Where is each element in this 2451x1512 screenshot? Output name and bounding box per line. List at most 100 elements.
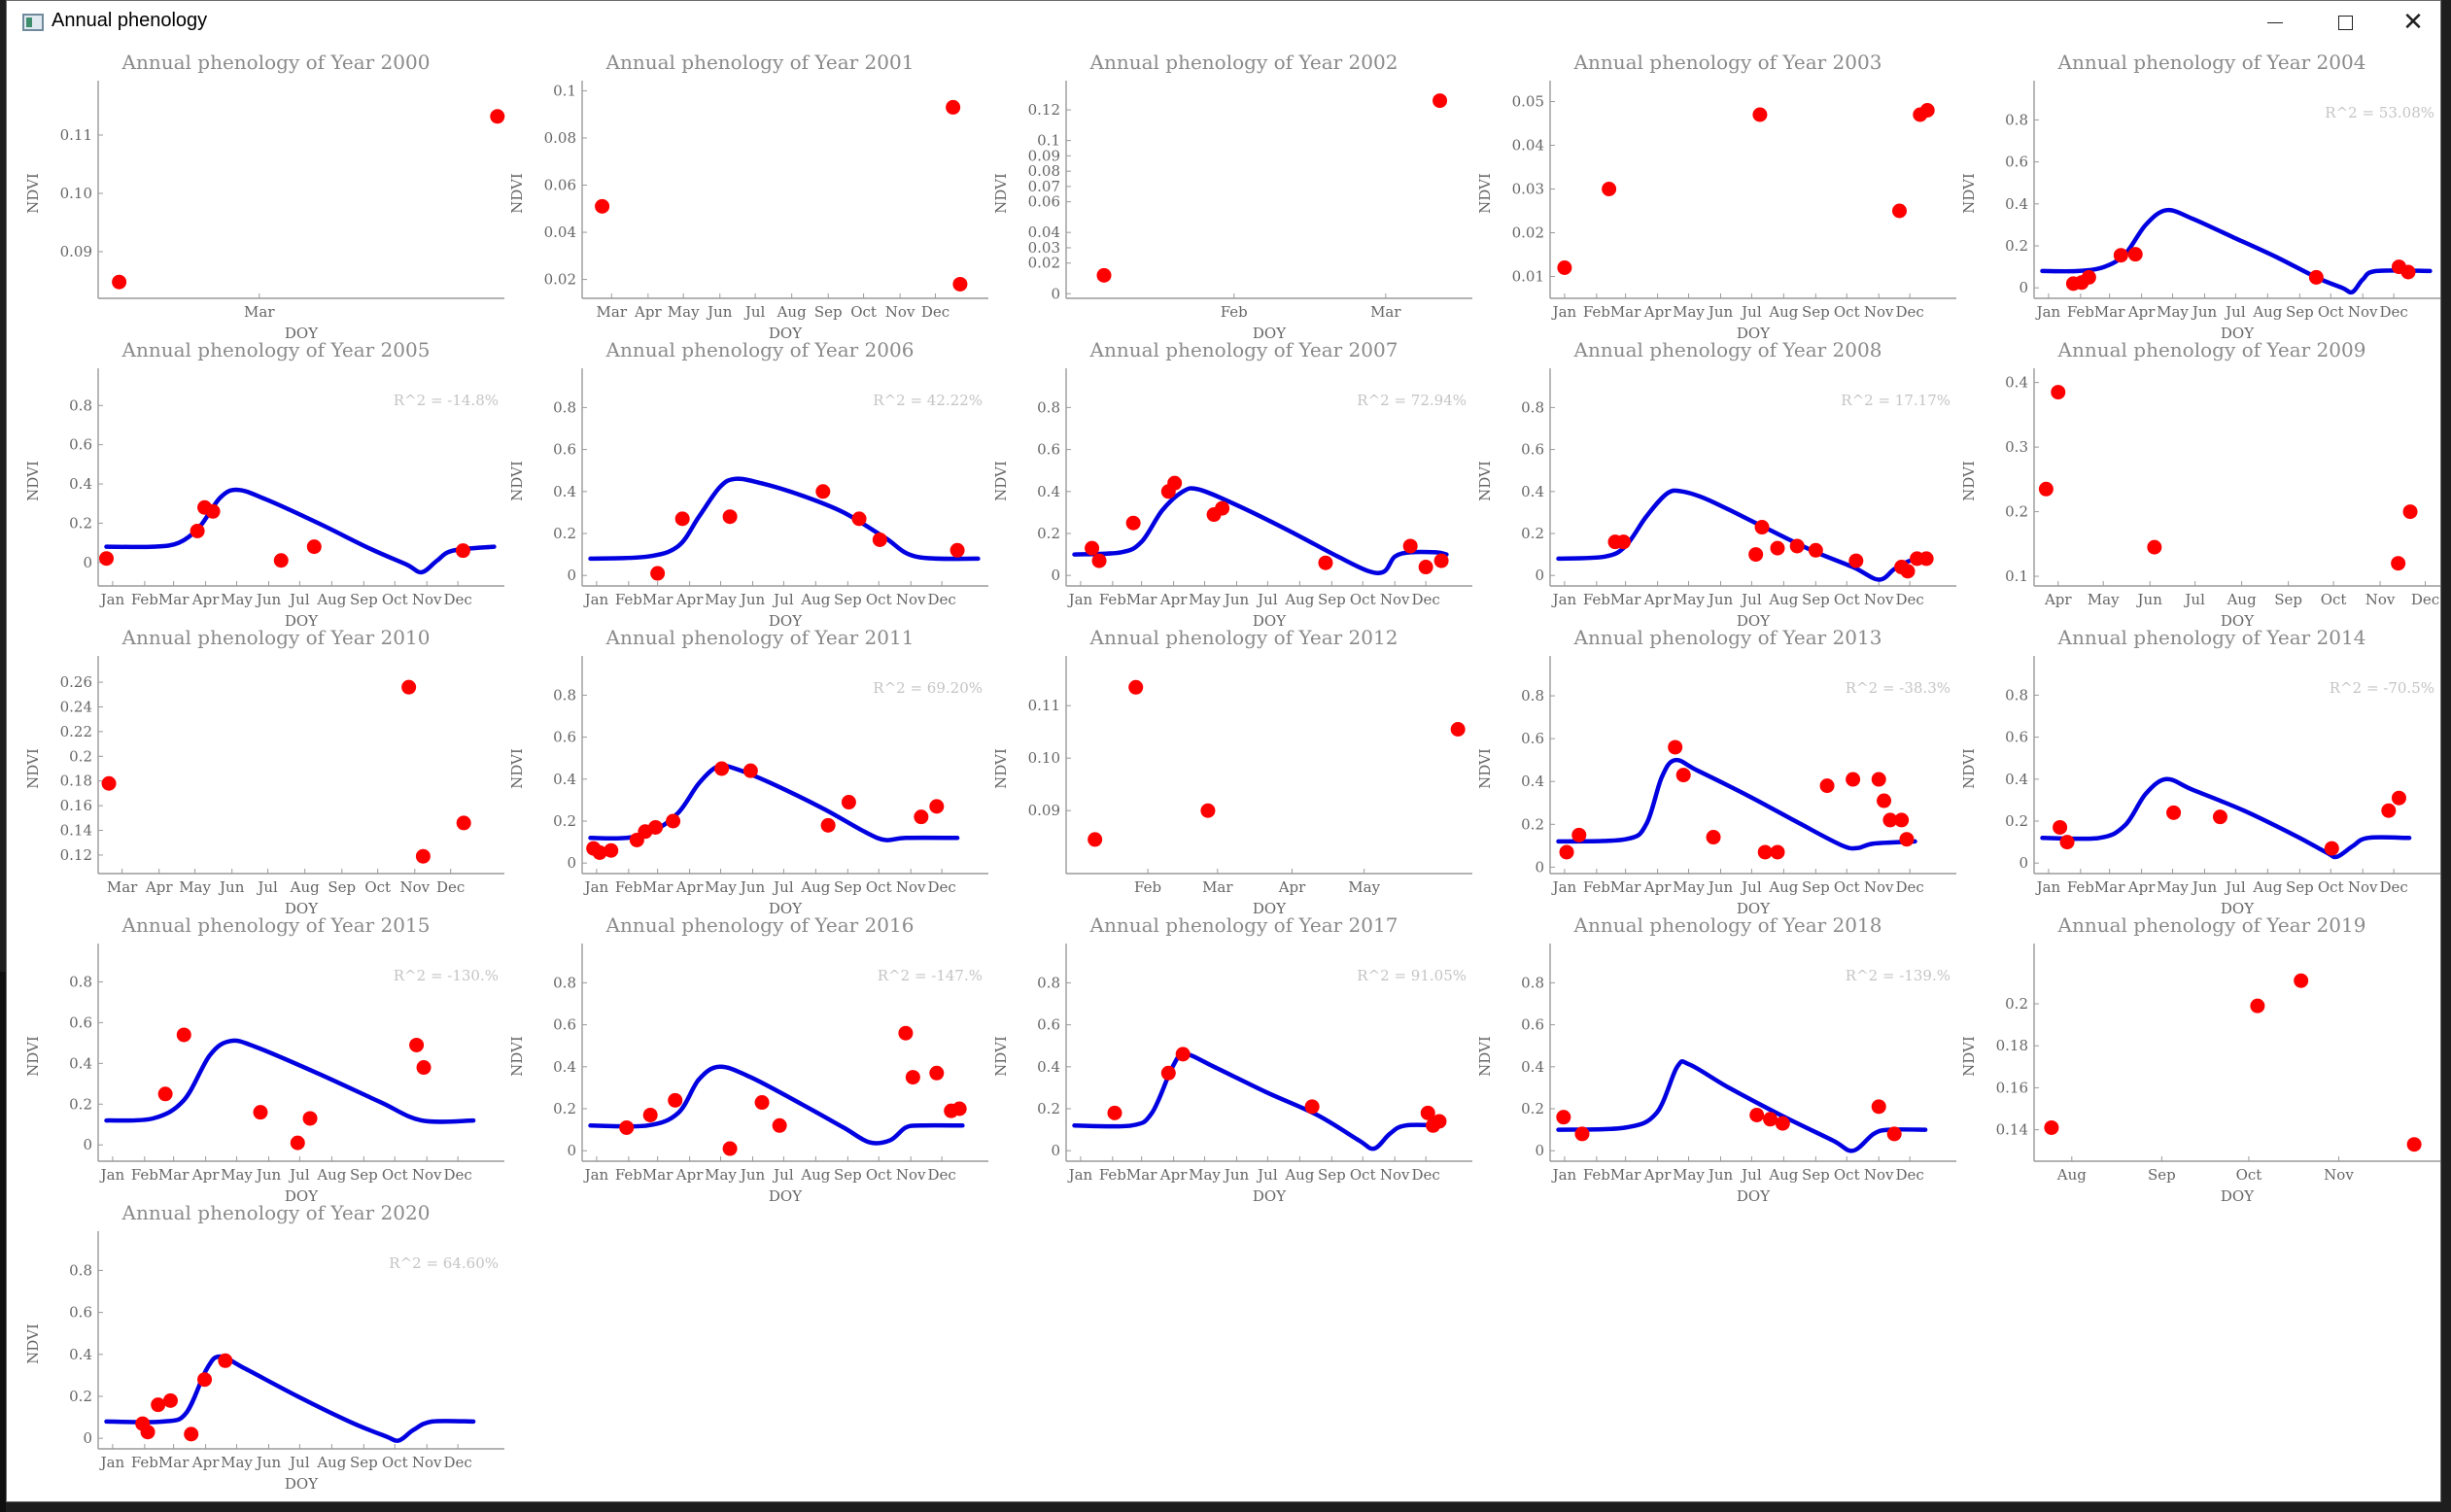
data-point [905,1070,920,1085]
x-tick-label: Mar [642,878,673,896]
x-axis-label: DOY [2221,1187,2255,1205]
y-tick-label: 0.14 [60,822,92,840]
data-point [619,1119,635,1135]
chart-panel: Annual phenology of Year 2019 0.14 0.16 0.1… [1960,913,2440,1205]
data-point [595,198,610,214]
x-tick-label: Feb [131,1454,158,1471]
y-tick-label: 0.8 [2005,686,2028,704]
y-tick-label: 0.11 [60,126,92,144]
x-tick-label: Nov [1864,878,1894,896]
x-tick-label: Feb [1583,591,1610,608]
x-tick-label: Jan [99,1166,125,1184]
data-point [1420,1105,1435,1120]
data-point [205,503,221,519]
x-tick-label: Jun [1223,591,1250,608]
data-point [162,1392,178,1408]
close-button[interactable]: ✕ [2380,1,2446,44]
data-point [218,1353,233,1368]
data-point [1450,722,1466,737]
y-tick-label: 0.03 [1028,239,1060,257]
y-axis-label: NDVI [1960,748,1978,789]
x-tick-label: Dec [1411,591,1439,608]
y-tick-label: 0.18 [1996,1037,2028,1054]
r2-annotation: R^2 = -14.8% [394,392,499,409]
x-axis-label: DOY [285,900,319,917]
data-point [1418,560,1433,575]
data-point [642,1107,658,1122]
y-tick-label: 0.22 [60,723,92,740]
data-point [872,532,887,547]
data-point [841,795,856,810]
x-tick-label: Feb [131,591,158,608]
x-tick-label: May [2088,591,2120,608]
x-tick-label: Jan [583,591,609,608]
x-tick-label: Jul [1740,1166,1762,1184]
chart-panel: Annual phenology of Year 2009 0.1 0.2 0.3 0.… [1960,338,2440,630]
x-tick-label: Jul [288,591,310,608]
y-tick-label: 0.6 [2005,154,2028,171]
data-point [1433,553,1449,568]
chart-title: Annual phenology of Year 2016 [605,913,915,937]
x-tick-label: Aug [2252,303,2282,321]
data-point [1848,553,1864,568]
x-tick-label: Oct [1834,591,1860,608]
y-tick-label: 0.4 [1521,483,1544,500]
x-tick-label: Jan [2035,303,2061,321]
y-axis-label: NDVI [992,748,1010,789]
x-tick-label: Dec [927,1166,955,1184]
y-axis-label: NDVI [508,461,526,501]
data-point [1200,803,1216,818]
data-point [851,511,867,527]
x-tick-label: Jan [1551,1166,1577,1184]
fitted-curve [2040,776,2412,860]
y-tick-label: 0.4 [69,1054,92,1072]
x-axis-label: DOY [769,325,803,342]
x-tick-label: Jul [1256,1166,1278,1184]
data-point [1808,542,1823,558]
y-tick-label: 0 [567,567,576,584]
data-point [1871,772,1886,787]
data-point [176,1027,191,1043]
data-point [157,1086,173,1102]
data-point [2059,835,2075,850]
data-point [648,819,664,835]
minimize-button[interactable] [2242,1,2308,44]
y-tick-label: 0.09 [1028,802,1060,819]
x-tick-label: Aug [1768,1166,1798,1184]
x-tick-label: Nov [2348,878,2378,896]
data-point [722,509,738,525]
x-tick-label: Oct [1350,1166,1376,1184]
title-bar[interactable]: Annual phenology ✕ [7,1,2440,46]
data-point [742,763,758,778]
x-tick-label: Oct [850,303,877,321]
x-tick-label: Apr [1643,303,1672,321]
x-tick-label: Mar [158,1166,190,1184]
y-tick-label: 0.04 [1028,223,1060,241]
data-point [2391,790,2406,806]
y-tick-label: 0.2 [553,525,576,542]
chart-title: Annual phenology of Year 2008 [1573,338,1882,361]
chart-title: Annual phenology of Year 2015 [121,913,431,937]
x-tick-label: Mar [1126,591,1157,608]
x-tick-label: Jun [1223,1166,1250,1184]
x-tick-label: Nov [885,303,915,321]
maximize-button[interactable] [2312,1,2378,44]
x-tick-label: Apr [191,1454,220,1471]
x-tick-label: Jun [1707,303,1734,321]
y-tick-label: 0 [1535,1142,1544,1159]
data-point [99,551,115,567]
data-point [1668,739,1683,755]
y-tick-label: 0.09 [1028,147,1060,164]
x-tick-label: Feb [2067,878,2094,896]
y-tick-label: 0.02 [1512,224,1544,242]
y-tick-label: 0 [1535,858,1544,876]
x-axis-label: DOY [285,1475,319,1493]
x-tick-label: Mar [642,591,673,608]
y-tick-label: 0.6 [553,729,576,746]
fitted-curve [1556,1059,1928,1153]
data-point [2051,385,2066,400]
chart-title: Annual phenology of Year 2006 [605,338,915,361]
y-axis-label: NDVI [1476,173,1494,214]
y-tick-label: 0 [1051,1142,1060,1159]
x-tick-label: Feb [1099,591,1126,608]
